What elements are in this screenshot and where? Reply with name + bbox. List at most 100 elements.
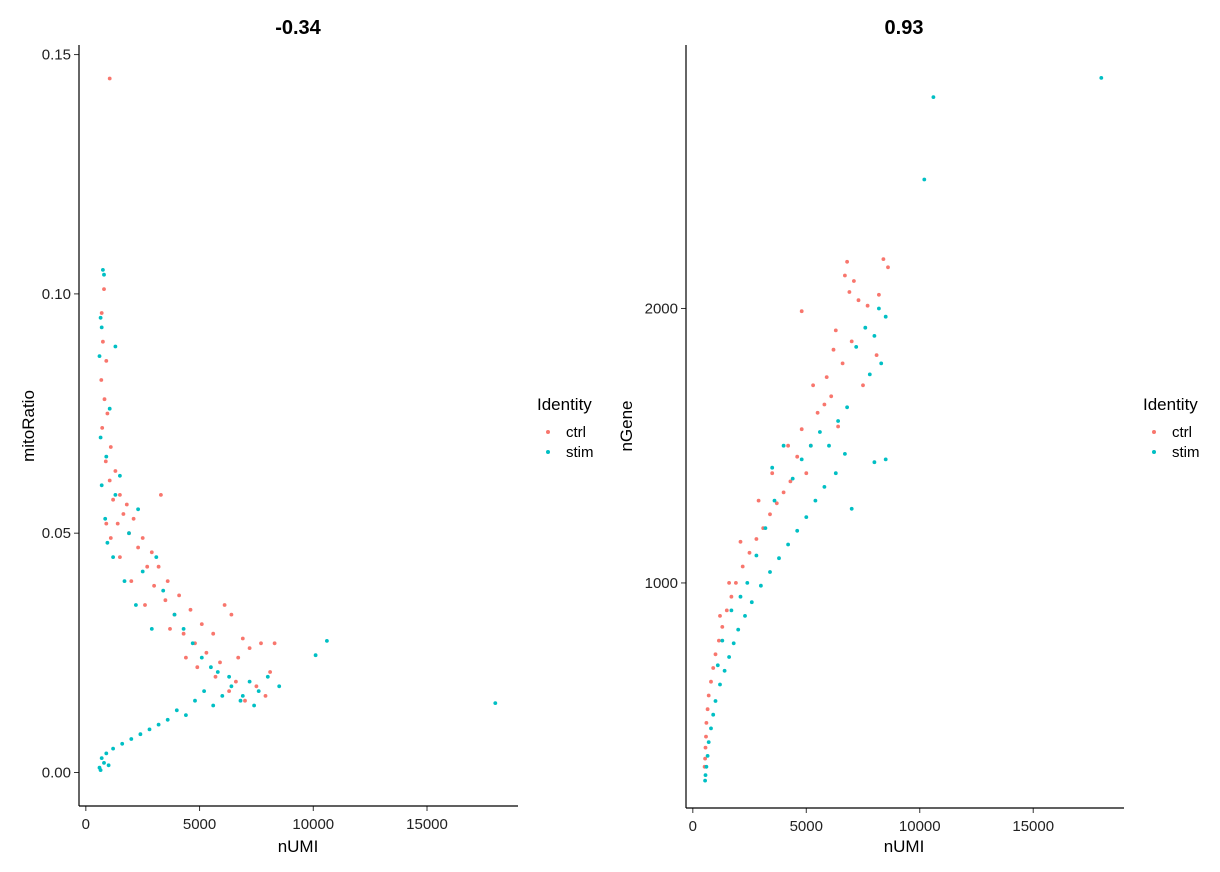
point-ctrl-41	[152, 583, 157, 588]
point-ctrl-53	[129, 579, 134, 583]
point-stim-42	[127, 531, 131, 536]
point-stim-9	[220, 694, 225, 698]
y-axis-ticks: 0.00 0.05 0.10 0.15	[42, 47, 79, 781]
point-ctrl-0	[107, 76, 112, 81]
legend-title: Identity	[537, 395, 592, 414]
legend-key-ctrl	[546, 430, 550, 434]
point-stim-39	[113, 493, 118, 497]
point-ctrl-18	[836, 424, 840, 429]
point-ctrl-43	[703, 745, 708, 750]
point-stim-20	[795, 528, 800, 533]
point-stim-54	[252, 703, 256, 708]
point-ctrl-49	[227, 689, 232, 693]
point-ctrl-13	[118, 493, 122, 497]
point-stim-26	[743, 614, 747, 618]
point-ctrl-8	[100, 426, 105, 430]
point-ctrl-39	[706, 693, 711, 698]
x-tick-label: 5000	[183, 816, 216, 833]
point-stim-30	[722, 668, 727, 673]
point-stim-44	[140, 569, 145, 574]
point-stim-18	[813, 498, 818, 503]
x-tick-label: 10000	[292, 816, 334, 833]
point-stim-25	[98, 768, 103, 772]
point-stim-38	[703, 773, 708, 777]
point-ctrl-23	[788, 479, 793, 484]
point-ctrl-32	[268, 670, 272, 674]
point-ctrl-2	[99, 311, 104, 315]
point-ctrl-12	[874, 353, 879, 357]
point-ctrl-21	[165, 579, 170, 583]
point-ctrl-15	[861, 383, 865, 388]
point-ctrl-26	[768, 512, 772, 517]
point-ctrl-35	[218, 660, 222, 665]
point-ctrl-30	[259, 641, 263, 646]
point-ctrl-27	[229, 612, 234, 617]
y-tick-label: 0.05	[42, 525, 71, 542]
point-ctrl-12	[107, 478, 112, 483]
point-stim-52	[227, 674, 232, 679]
point-ctrl-42	[145, 564, 150, 569]
legend-label-ctrl: ctrl	[1172, 424, 1192, 441]
point-ctrl-46	[770, 471, 775, 476]
point-ctrl-57	[168, 627, 172, 631]
point-ctrl-25	[774, 501, 779, 506]
x-tick-label: 10000	[899, 818, 941, 835]
point-stim-7	[238, 698, 243, 703]
point-stim-39	[703, 778, 707, 783]
point-stim-8	[229, 684, 234, 689]
point-stim-34	[107, 406, 112, 411]
point-stim-28	[101, 268, 105, 272]
point-stim-3	[277, 684, 282, 689]
point-ctrl-46	[111, 497, 115, 502]
legend-label-stim: stim	[1172, 444, 1200, 461]
point-stim-18	[138, 732, 143, 737]
point-ctrl-7	[105, 411, 110, 416]
x-tick-label: 0	[689, 818, 697, 835]
point-stim-59	[105, 540, 110, 545]
point-stim-10	[211, 703, 216, 708]
legend-key-stim	[546, 450, 550, 454]
point-stim-53	[240, 694, 245, 698]
point-stim-32	[113, 344, 118, 349]
point-stim-17	[147, 727, 152, 732]
point-ctrl-0	[845, 259, 849, 264]
point-ctrl-51	[727, 581, 731, 585]
point-stim-43	[154, 555, 159, 559]
point-stim-22	[104, 751, 109, 756]
point-ctrl-10	[103, 459, 108, 464]
point-stim-48	[190, 641, 195, 646]
point-ctrl-22	[804, 471, 809, 476]
point-ctrl-6	[102, 397, 107, 402]
point-ctrl-22	[177, 593, 182, 598]
point-stim-37	[704, 764, 709, 769]
panel-mitoratio-vs-numi: -0.34 0.00 0.05 0.10 0.15 0 5000 10000 15000 n…	[19, 17, 594, 856]
point-stim-16	[833, 471, 838, 476]
point-stim-34	[709, 726, 713, 731]
point-ctrl-33	[254, 684, 259, 689]
point-stim-10	[845, 405, 849, 410]
point-stim-23	[768, 570, 772, 574]
point-ctrl-29	[247, 646, 252, 650]
x-axis-ticks: 0 5000 10000 15000	[82, 806, 448, 833]
x-tick-label: 5000	[790, 818, 823, 835]
point-stim-30	[98, 315, 103, 320]
point-ctrl-58	[195, 665, 200, 670]
point-stim-48	[770, 465, 775, 470]
point-ctrl-34	[720, 625, 725, 629]
point-ctrl-24	[781, 490, 786, 495]
point-stim-36	[104, 454, 109, 459]
panel-ngene-vs-numi: 0.93 1000 2000 0 5000 10000 15000 nUMI nGene…	[617, 17, 1200, 856]
point-stim-31	[718, 682, 722, 687]
point-ctrl-7	[877, 292, 881, 297]
legend: Identity ctrl stim	[537, 395, 594, 461]
point-stim-51	[729, 608, 734, 613]
x-tick-label: 0	[82, 816, 90, 833]
point-ctrl-55	[108, 536, 113, 540]
x-axis-label: nUMI	[884, 837, 925, 856]
point-ctrl-6	[856, 298, 861, 303]
point-stim-47	[781, 443, 786, 448]
point-ctrl-5	[99, 378, 104, 382]
point-stim-27	[736, 627, 741, 632]
y-tick-label: 0.10	[42, 286, 71, 303]
point-stim-40	[772, 498, 777, 503]
